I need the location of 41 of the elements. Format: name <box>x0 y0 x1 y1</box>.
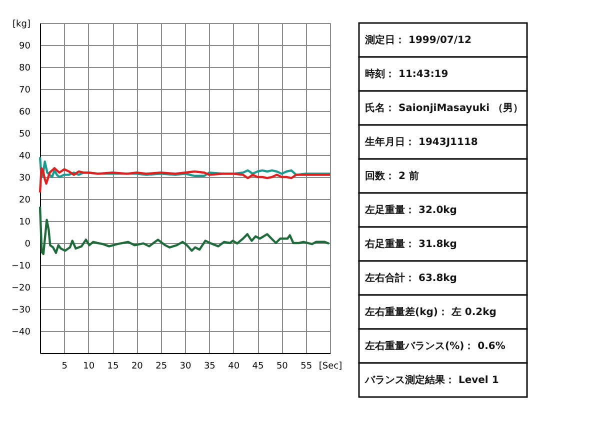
x-tick-label: 45 <box>252 362 264 372</box>
text: 生年月日： 1943J1118 <box>364 136 478 148</box>
x-tick-label: 25 <box>156 362 168 372</box>
y-tick-label: 40 <box>19 152 31 162</box>
x-tick-label: [Sec] <box>318 362 342 372</box>
x-tick-label: 5 <box>62 362 68 372</box>
y-tick-label: 20 <box>19 196 31 206</box>
y-tick-label: −20 <box>12 284 31 294</box>
y-tick-label: 60 <box>19 108 31 118</box>
x-tick-label: 20 <box>131 362 144 372</box>
x-tick-label: 55 <box>300 362 312 372</box>
x-tick-label: 50 <box>276 362 288 372</box>
y-tick-label: 90 <box>19 42 31 52</box>
y-tick-label: −40 <box>12 328 31 338</box>
text: バランス測定結果： Level 1 <box>364 374 499 386</box>
y-tick-label: 70 <box>19 86 31 96</box>
text: 左右合計： 63.8kg <box>364 272 457 284</box>
text: 時刻： 11:43:19 <box>365 68 448 80</box>
y-tick-label: −10 <box>12 262 31 272</box>
text: 右足重量： 31.8kg <box>364 238 457 250</box>
text: 左足重量： 32.0kg <box>364 204 457 216</box>
text: 回数： 2 前 <box>365 170 419 182</box>
y-tick-label: 10 <box>19 218 31 228</box>
x-tick-label: 40 <box>228 362 240 372</box>
text: 氏名： SaionjiMasayuki （男） <box>365 102 523 114</box>
text: 左右重量差(kg)： 左 0.2kg <box>364 306 496 318</box>
y-tick-label: 50 <box>19 130 31 140</box>
y-tick-label: 80 <box>19 64 31 74</box>
line-series <box>38 167 332 194</box>
line-series <box>38 156 332 178</box>
x-tick-label: 10 <box>83 362 95 372</box>
line-series <box>38 206 330 256</box>
y-tick-label: [kg] <box>12 20 30 30</box>
text: 測定日： 1999/07/12 <box>364 34 472 46</box>
y-tick-label: −30 <box>12 306 31 316</box>
x-tick-label: 30 <box>180 362 192 372</box>
x-tick-label: 35 <box>204 362 216 372</box>
text: 左右重量バランス(%)： 0.6% <box>364 340 506 352</box>
y-tick-label: 30 <box>19 174 31 184</box>
y-tick-label: 0 <box>24 240 31 250</box>
x-tick-label: 15 <box>107 362 119 372</box>
